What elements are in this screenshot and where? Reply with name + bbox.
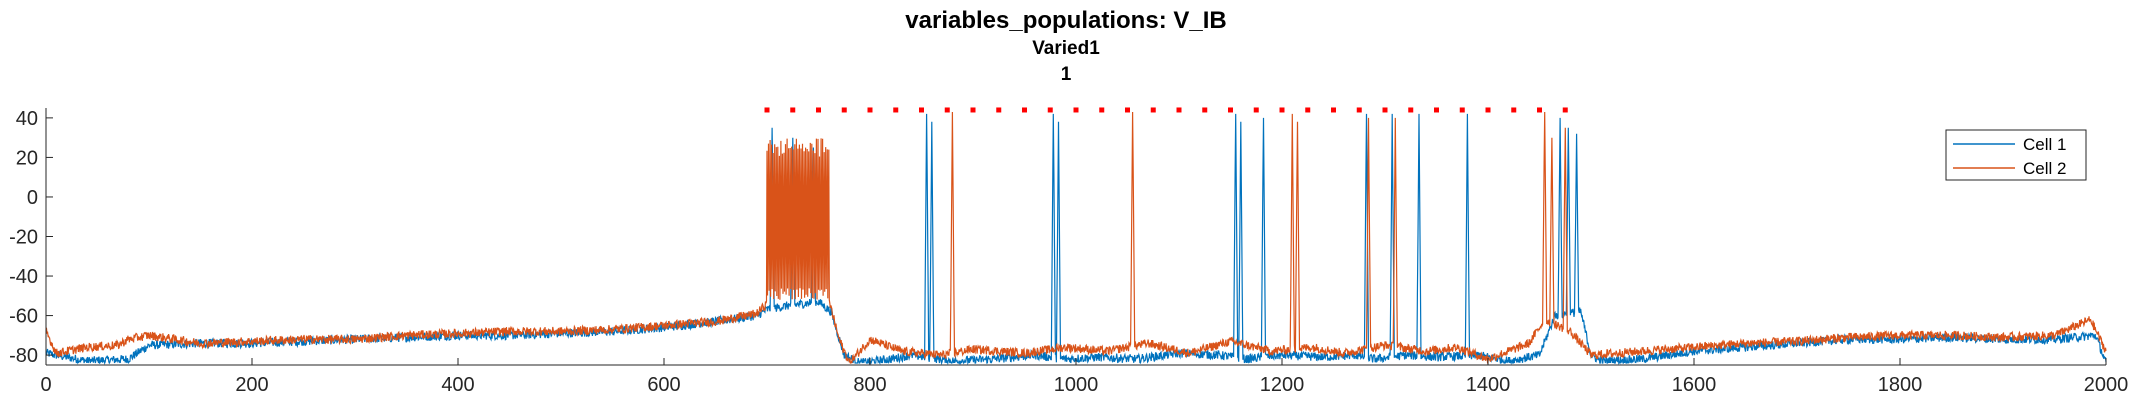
raster-marker-7 [919,107,924,113]
raster-marker-2 [790,107,796,113]
raster-marker-12 [1047,107,1053,113]
raster-marker-18 [1202,107,1208,113]
x-tick-label-200: 200 [235,374,268,396]
raster-marker-19 [1228,107,1233,113]
axes-layer: 0 200 400 600 800 1000 1200 1400 1600 1800 2000-80… [9,108,2128,396]
raster-marker-5 [867,107,873,113]
raster-marker-32 [1562,107,1568,113]
x-tick-label-1200: 1200 [1260,374,1305,396]
y-tick-label--60: -60 [9,306,38,328]
raster-marker-27 [1434,107,1439,113]
series-layer [45,111,2107,366]
raster-marker-3 [816,107,821,113]
raster-marker-13 [1073,107,1079,113]
x-tick-label-1000: 1000 [1054,374,1099,396]
x-tick-label-1600: 1600 [1672,374,1717,396]
legend: Cell 1 Cell 2 [1945,129,2087,181]
y-tick-label-20: 20 [16,147,38,169]
chart-subtitle-2: 1 [1061,64,1072,85]
y-tick-label--40: -40 [9,266,38,288]
x-tick-label-1400: 1400 [1466,374,1511,396]
series-line-1 [45,113,2107,366]
y-tick-label-0: 0 [27,187,38,209]
raster-marker-22 [1305,107,1311,113]
raster-marker-1 [764,107,770,113]
raster-marker-30 [1511,107,1517,113]
raster-marker-25 [1382,107,1388,113]
x-tick-label-1800: 1800 [1878,374,1923,396]
raster-marker-24 [1356,107,1362,113]
chart-title: variables_populations: V_IB [905,7,1226,34]
x-tick-label-2000: 2000 [2084,374,2129,396]
raster-marker-6 [893,107,899,113]
x-tick-label-600: 600 [647,374,680,396]
legend-box [1945,129,2087,181]
raster-marker-23 [1331,107,1336,113]
raster-marker-20 [1253,107,1259,113]
x-tick-label-800: 800 [853,374,886,396]
raster-marker-10 [996,107,1002,113]
raster-marker-15 [1125,107,1130,113]
raster-marker-31 [1537,107,1542,113]
legend-label-cell-2: Cell 2 [2023,159,2066,178]
y-tick-label--80: -80 [9,345,38,367]
legend-label-cell-1: Cell 1 [2023,135,2066,154]
y-tick-label--20: -20 [9,227,38,249]
x-tick-label-400: 400 [441,374,474,396]
raster-marker-29 [1485,107,1491,113]
raster-marker-17 [1176,107,1182,113]
chart-subtitle: Varied1 [1032,38,1100,59]
x-tick-label-0: 0 [40,374,51,396]
series-line-2 [45,111,2107,364]
raster-marker-9 [970,107,976,113]
raster-marker-14 [1099,107,1105,113]
raster-marker-11 [1022,107,1027,113]
raster-marker-4 [841,107,847,113]
raster-layer [764,107,1568,113]
raster-marker-8 [944,107,950,113]
raster-marker-16 [1150,107,1156,113]
raster-marker-26 [1408,107,1414,113]
raster-marker-21 [1279,107,1285,113]
raster-marker-28 [1459,107,1465,113]
y-tick-label-40: 40 [16,108,38,130]
